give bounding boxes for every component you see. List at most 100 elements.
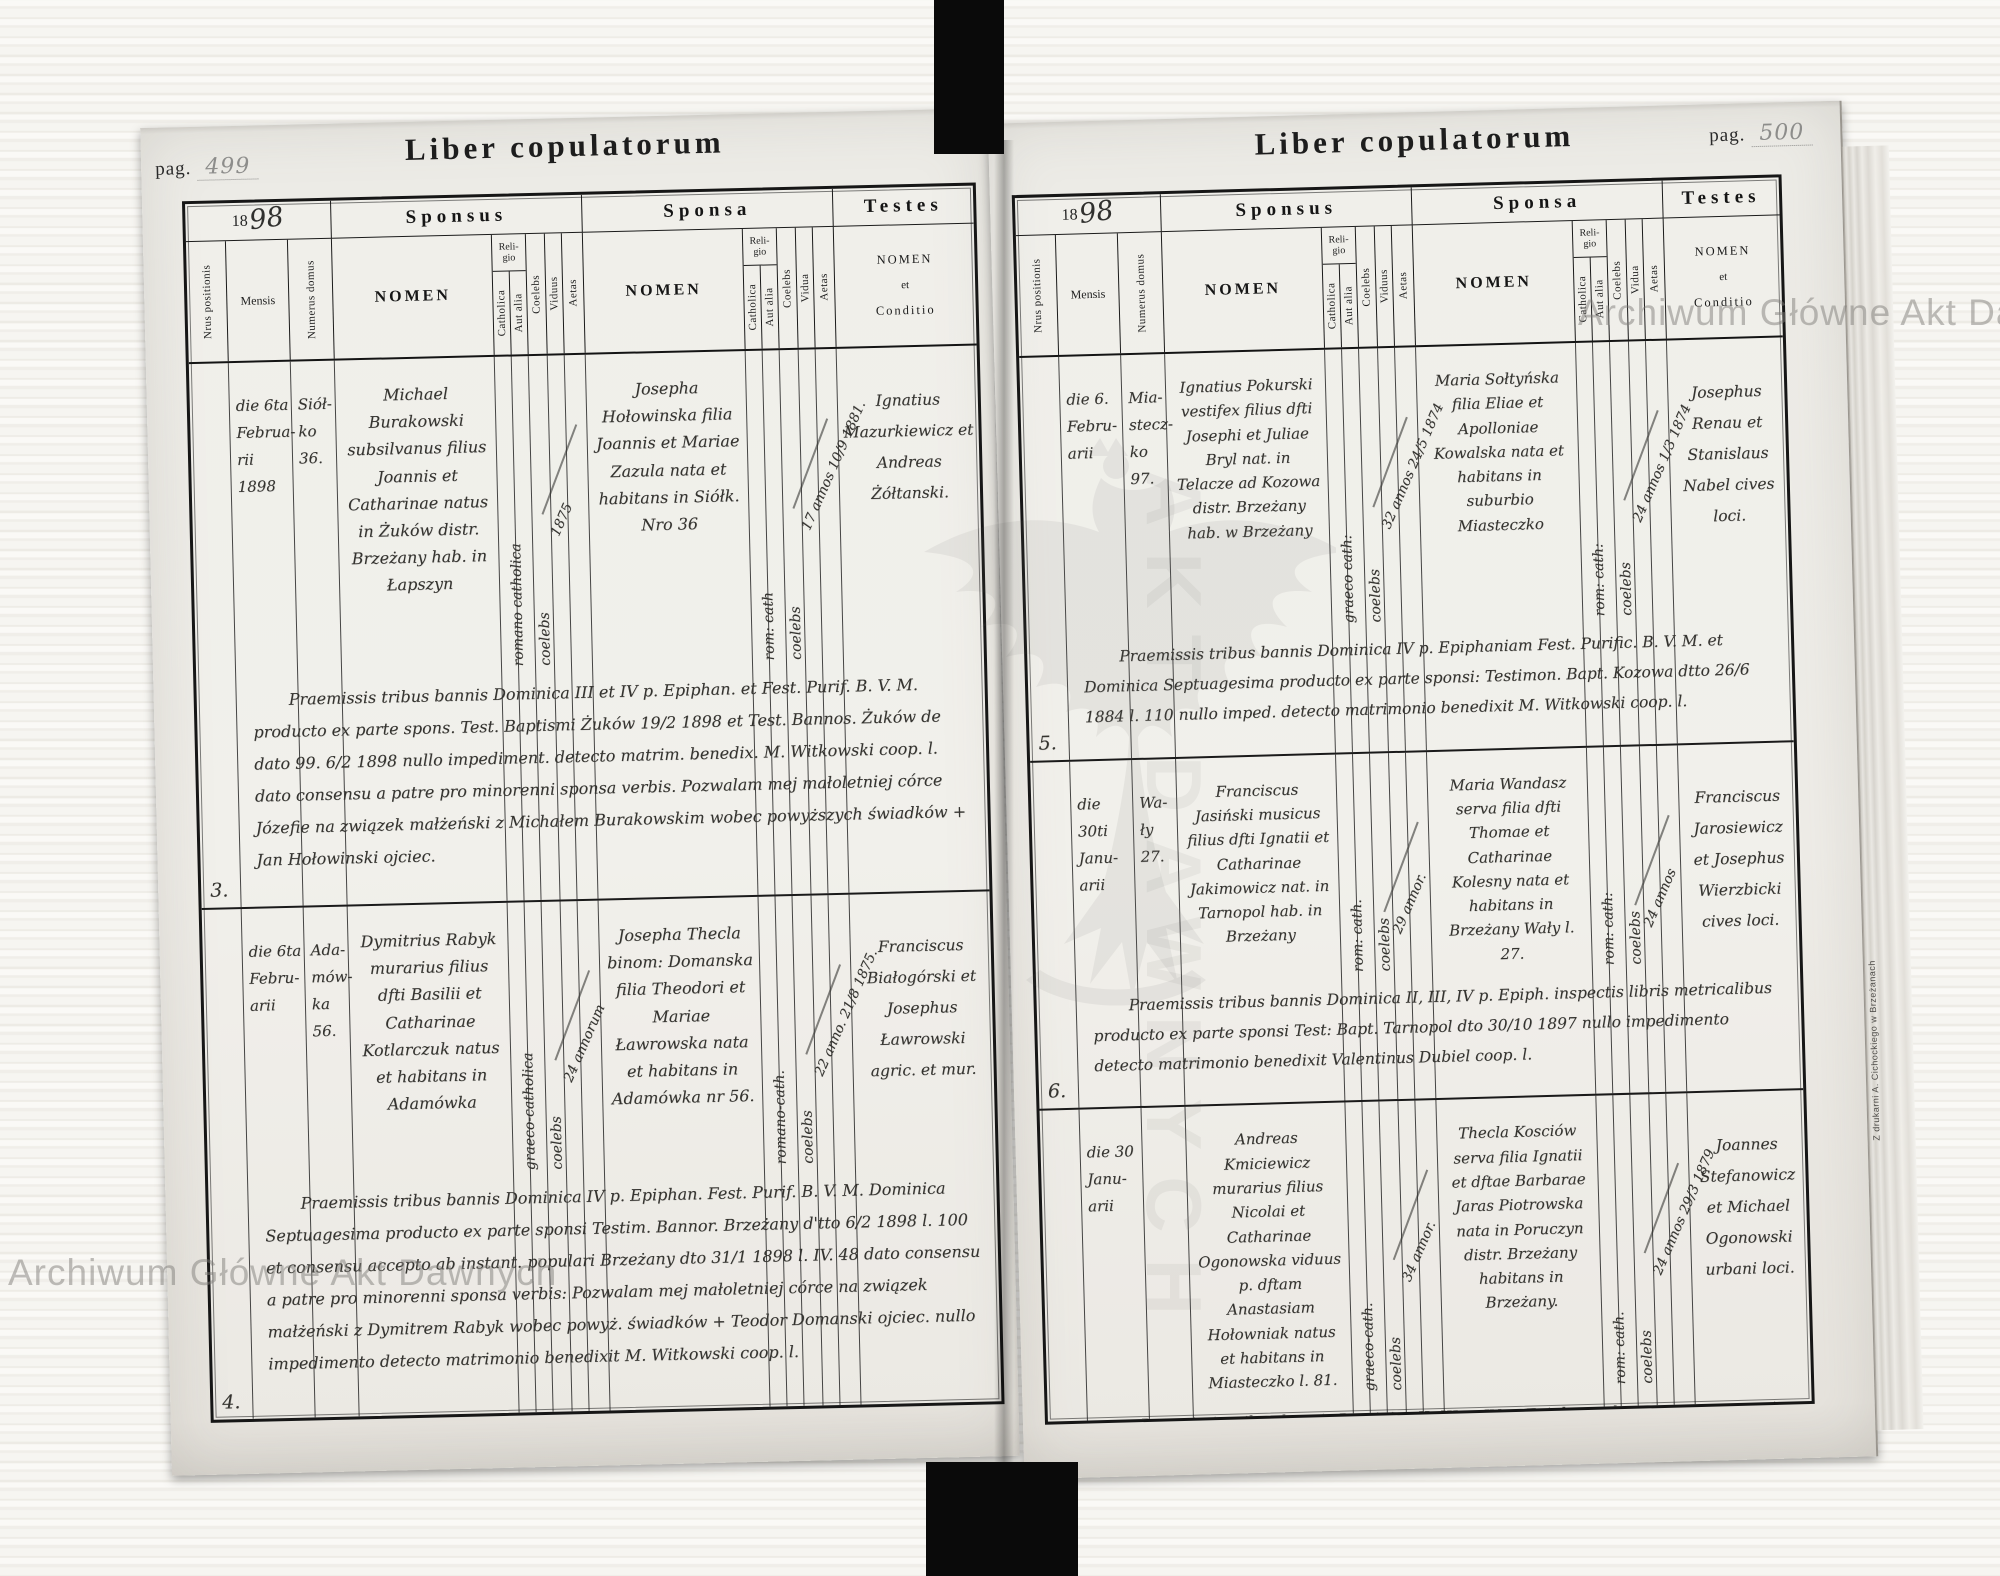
col-nrus-label: Nrus positionis — [199, 264, 214, 340]
testes-nomen-label: NOMEN — [1694, 243, 1751, 259]
col-sponsus-religio: Reli- gio Catholica Aut alia — [1321, 226, 1359, 348]
year-handwritten: 98 — [1077, 194, 1116, 231]
sponsa-name: Josepha Hołowinska filia Joannis et Mari… — [595, 378, 740, 535]
vidua-label: Vidua — [1628, 264, 1642, 294]
testes-nomen-label: NOMEN — [876, 251, 933, 267]
coelebs-label: Coelebs — [1359, 266, 1373, 307]
col-sponsa-nomen: NOMEN — [582, 229, 746, 353]
testes-names: Franciscus Jarosiewicz et Josephus Wierz… — [1693, 786, 1785, 931]
col-mensis-label: Mensis — [240, 292, 276, 308]
testes-head: NOMEN et Conditio — [874, 251, 936, 319]
year-printed: 18 — [231, 212, 248, 230]
sponsa-name: Maria Wandasz serva filia dfti Thomae et… — [1448, 773, 1575, 963]
sponsus-religio: graeco-catholica — [520, 1052, 539, 1171]
sponsus-religio: graeco cath: — [1339, 534, 1358, 624]
archive-watermark-top-right: Archiwum Główne Akt Dawnych — [1578, 292, 2000, 333]
sponsus-religio: romano catholica — [508, 543, 528, 667]
sponsus-religio: rom: cath. — [1348, 898, 1367, 972]
col-aut-alia: Aut alia — [1340, 264, 1358, 347]
mensis-value: die 6ta Febru­arii — [248, 941, 302, 1015]
sponsa-religio: romano-cath. — [771, 1069, 790, 1165]
sponsa-religio-cell: romano-cath. — [759, 918, 799, 1165]
viduus-label: Viduus — [547, 276, 561, 311]
position-number: 6. — [1047, 1080, 1067, 1103]
religio-block: Reli- gio Catholica Aut alia — [491, 234, 528, 355]
group-sponsus: Sponsus — [331, 194, 583, 239]
group-sponsus-label: Sponsus — [1235, 196, 1338, 221]
sponsa-name: Josepha Thecla binom: Domanska filia The… — [606, 923, 755, 1109]
sponsa-religio: rom: cath — [760, 591, 778, 661]
col-mensis: Mensis — [225, 239, 291, 362]
page-number: 500 — [1751, 119, 1813, 148]
religio-label: Reli- gio — [742, 228, 777, 266]
col-catholica: Catholica — [492, 271, 512, 355]
aut-alia-label: Aut alia — [763, 287, 777, 327]
group-sponsa-label: Sponsa — [663, 198, 752, 222]
sponsus-religio-cell: graeco-catholica — [508, 924, 548, 1171]
group-sponsus-label: Sponsus — [405, 204, 508, 228]
col-sponsus-religio: Reli- gio Catholica Aut alia — [491, 234, 529, 355]
catholica-label: Catholica — [1325, 282, 1339, 330]
religio-label: Reli- gio — [491, 234, 526, 272]
aetas-label: Aetas — [817, 273, 831, 302]
religio-subcols: Catholica Aut alia — [743, 265, 779, 349]
sponsa-name: Maria Sołtyńska filia Eliae et Apollonia… — [1433, 368, 1565, 536]
col-sponsa-religio: Reli- gio Catholica Aut alia — [742, 228, 780, 349]
sponsa-nomen-label: NOMEN — [625, 280, 703, 300]
col-mensis: Mensis — [1055, 233, 1122, 355]
sponsa-religio: rom: cath: — [1599, 891, 1618, 966]
col-sponsus-aetas: Aetas — [561, 232, 586, 354]
group-testes: Testes — [1662, 177, 1780, 219]
col-sponsa-nomen: NOMEN — [1412, 221, 1576, 346]
agad-eagle-watermark — [924, 438, 1336, 1006]
sponsus-religio-cell: rom: cath. — [1337, 775, 1376, 972]
position-number: 3. — [209, 879, 229, 902]
col-catholica: Catholica — [743, 265, 763, 349]
aut-alia-label: Aut alia — [1342, 285, 1356, 326]
sponsus-nomen-label: NOMEN — [1204, 279, 1282, 299]
religio-label: Reli- gio — [1321, 226, 1356, 265]
page-stack-edge — [1841, 145, 1924, 1431]
testes-conditio-label: Conditio — [875, 302, 936, 318]
book-strap-top — [934, 0, 1004, 154]
year-cell: 18 98 — [1014, 194, 1162, 237]
col-aut-alia: Aut alia — [510, 271, 528, 354]
group-testes-label: Testes — [1681, 185, 1761, 209]
header-label-row: Nrus positionis Mensis Numerus domus NOM… — [185, 224, 977, 363]
page-title: Liber copulatorum — [1254, 117, 1575, 162]
testes-et-label: et — [901, 279, 910, 292]
year-cell: 18 98 — [185, 200, 332, 243]
mensis-value: die 6ta Februa­rii 1898 — [235, 395, 296, 496]
header-label-row: Nrus positionis Mensis Numerus domus NOM… — [1015, 215, 1783, 357]
sponsa-name: Thecla Kosciów serva filia Ignatii et df… — [1451, 1121, 1586, 1313]
religio-block: Reli- gio Catholica Aut alia — [742, 228, 779, 349]
group-sponsa-label: Sponsa — [1492, 190, 1582, 214]
pag-line: pag. 499 — [155, 153, 259, 181]
col-nrus-label: Nrus positionis — [1029, 258, 1044, 333]
testes-et-label: et — [1719, 270, 1728, 284]
col-numerus-label: Numerus domus — [1133, 253, 1149, 333]
catholica-label: Catholica — [495, 289, 509, 337]
col-mensis-label: Mensis — [1070, 286, 1106, 302]
group-testes-label: Testes — [863, 193, 943, 217]
sponsus-name: Dymitrius Rabyk murarius filius dfti Bas… — [360, 929, 500, 1114]
entry-names-row: die 6ta Februa­rii 1898 Siół­ko 36. Mich… — [189, 346, 984, 674]
col-aut-alia: Aut alia — [761, 265, 779, 348]
sponsa-religio: rom: cath. — [1611, 1311, 1630, 1385]
sponsa-religio-cell: rom: cath: — [1588, 769, 1627, 966]
sponsus-name: Michael Burakowski subsilvanus filius Jo… — [347, 384, 489, 595]
book-strap-bottom — [926, 1462, 1078, 1576]
coelebs-label: Coelebs — [780, 268, 794, 308]
col-sponsa-aetas: Aetas — [812, 226, 837, 348]
religio-block: Reli- gio Catholica Aut alia — [1321, 226, 1358, 348]
catholica-label: Catholica — [746, 283, 760, 331]
religio-label: Reli- gio — [1572, 220, 1607, 259]
coelebs-label: Coelebs — [529, 274, 543, 314]
agad-center-ghost-text: AKT DAWNYCH — [1130, 470, 1218, 1341]
book-gutter-shadow — [994, 140, 1014, 1470]
sponsa-nomen-label: NOMEN — [1455, 273, 1533, 293]
archive-watermark-bottom-left: Archiwum Główne Akt Dawnych — [8, 1252, 558, 1293]
aetas-label: Aetas — [1647, 264, 1661, 293]
group-testes: Testes — [832, 185, 974, 227]
